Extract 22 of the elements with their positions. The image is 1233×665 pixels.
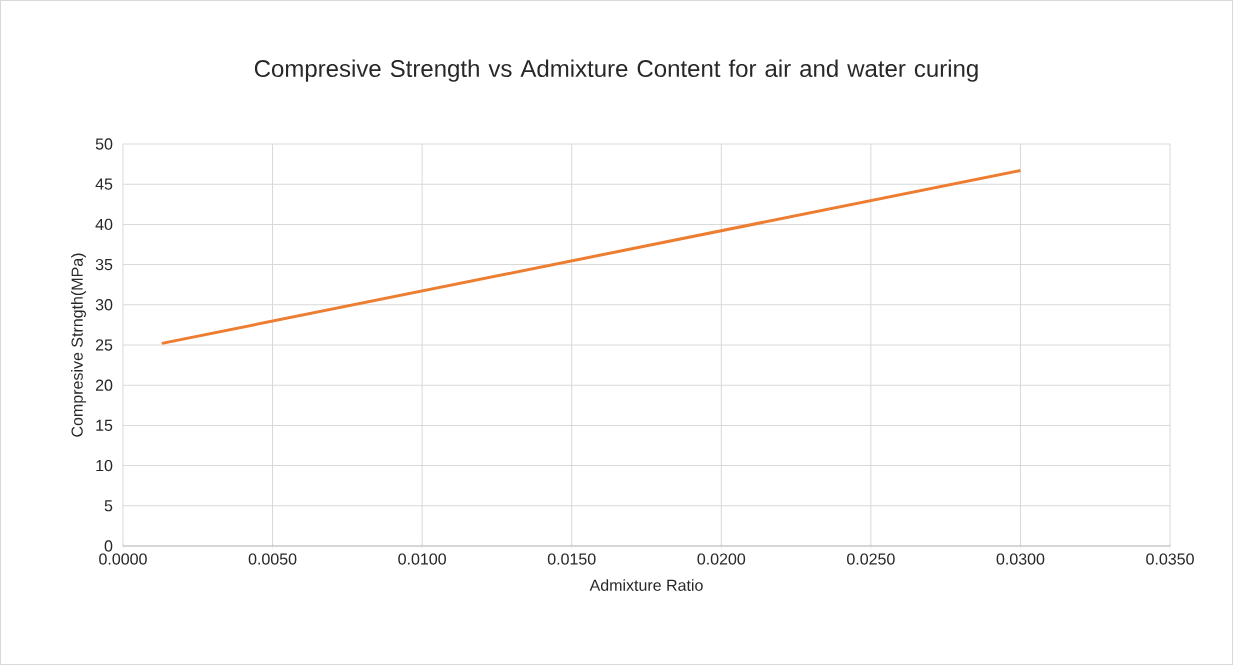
x-tick-label: 0.0100 — [398, 553, 446, 565]
chart-title: Compresive Strength vs Admixture Content for air and water curing — [254, 59, 978, 82]
y-tick-label: 15 — [96, 419, 113, 431]
y-tick-label: 30 — [95, 299, 113, 311]
x-tick-label: 0.0150 — [547, 553, 596, 565]
x-tick-label: 0.0000 — [99, 553, 147, 565]
y-axis-title: Compresive Strngth(MPa) — [71, 253, 86, 437]
x-axis-title: Admixture Ratio — [589, 579, 703, 591]
y-tick-label: 0 — [104, 540, 113, 552]
x-tick-label: 0.0050 — [248, 553, 297, 565]
y-tick-label: 10 — [96, 459, 113, 472]
x-tick-label: 0.0250 — [847, 553, 895, 565]
x-tick-label: 0.0300 — [996, 553, 1045, 565]
y-tick-label: 5 — [104, 500, 113, 512]
y-tick-label: 50 — [95, 138, 113, 150]
y-tick-label: 25 — [95, 339, 113, 351]
y-tick-label: 20 — [95, 379, 113, 391]
y-tick-label: 45 — [95, 178, 113, 190]
x-tick-label: 0.0350 — [1146, 553, 1194, 565]
y-tick-label: 35 — [95, 258, 113, 271]
y-tick-label: 40 — [95, 218, 113, 231]
x-tick-label: 0.0200 — [697, 553, 746, 565]
